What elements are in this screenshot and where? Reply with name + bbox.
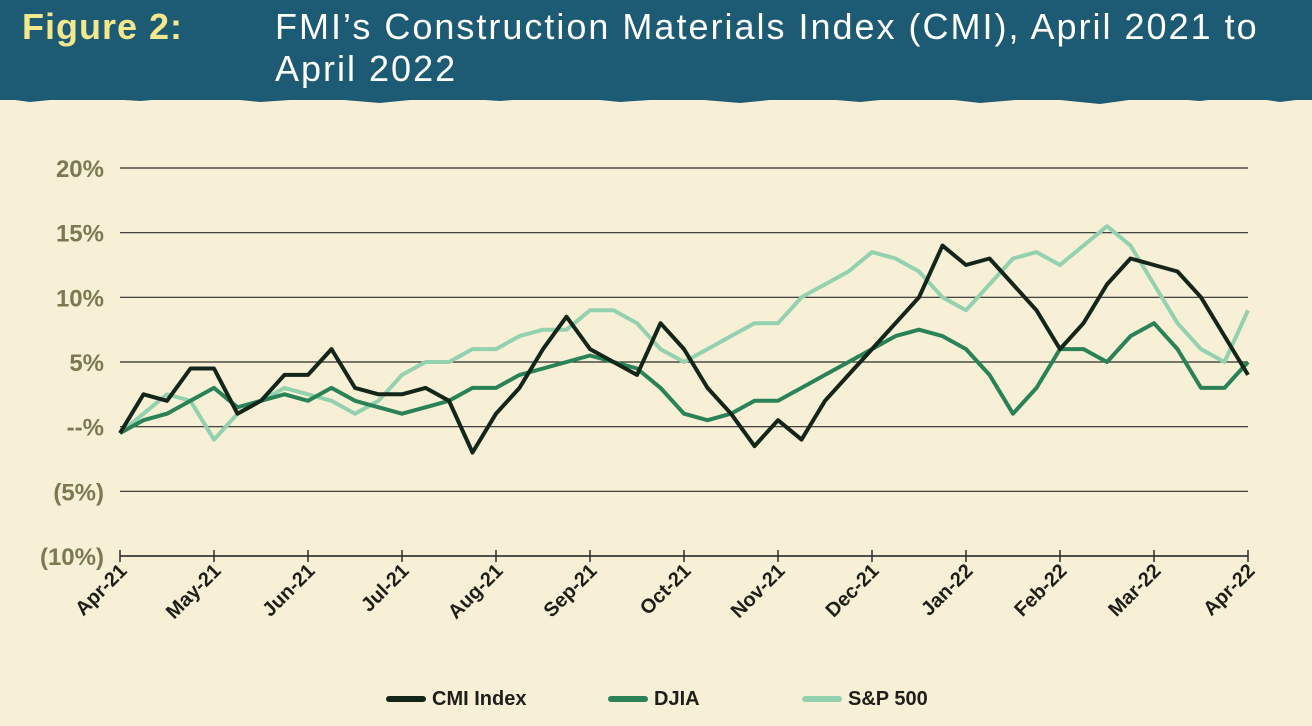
y-tick-label: 15% xyxy=(56,221,104,248)
y-tick-label: (5%) xyxy=(53,479,104,506)
x-tick-label: Jul-21 xyxy=(357,560,413,616)
legend-label-cmi: CMI Index xyxy=(432,687,527,710)
legend-item-sp500: S&P 500 xyxy=(802,686,928,712)
legend-swatch-cmi xyxy=(386,696,426,702)
legend-swatch-djia xyxy=(608,696,648,702)
x-tick-label: Feb-22 xyxy=(1010,560,1071,621)
series-line-sp500 xyxy=(118,224,1250,442)
x-tick-label: Nov-21 xyxy=(727,560,790,623)
y-tick-label: 5% xyxy=(69,350,104,377)
x-tick-label: Jun-21 xyxy=(258,560,319,621)
series-line-cmi xyxy=(118,243,1250,455)
x-tick-label: Jan-22 xyxy=(917,560,977,620)
x-axis-ticks: Apr-21 May-21 Jun-21 Jul-21 Aug-21 Sep-21 Oct-… xyxy=(71,550,1260,624)
x-tick-label: Dec-21 xyxy=(822,560,884,622)
legend-item-djia: DJIA xyxy=(608,686,700,712)
banner-torn-edge xyxy=(0,88,1312,104)
chart-title: FMI’s Construction Materials Index (CMI)… xyxy=(275,6,1259,89)
x-tick-label: May-21 xyxy=(162,560,226,624)
y-tick-label: 10% xyxy=(56,285,104,312)
series-lines xyxy=(118,224,1250,455)
y-tick-label: 20% xyxy=(56,156,104,183)
figure-label: Figure 2: xyxy=(22,6,184,47)
x-tick-label: Sep-21 xyxy=(540,560,602,622)
y-tick-label: (10%) xyxy=(40,544,104,571)
legend-swatch-sp500 xyxy=(802,696,842,702)
x-tick-label: Aug-21 xyxy=(444,560,507,623)
legend-label-sp500: S&P 500 xyxy=(848,687,928,710)
legend-item-cmi: CMI Index xyxy=(386,686,526,712)
title-banner: Figure 2: FMI’s Construction Materials I… xyxy=(0,0,1312,100)
y-tick-label: --% xyxy=(67,415,104,442)
legend-label-djia: DJIA xyxy=(654,687,700,710)
x-tick-label: Mar-22 xyxy=(1104,560,1165,621)
series-line-djia xyxy=(119,321,1250,435)
chart-legend: CMI Index DJIA S&P 500 xyxy=(0,682,1312,716)
y-axis-ticks: 20% 15% 10% 5% --% (5%) (10%) xyxy=(40,156,104,571)
x-tick-label: Apr-22 xyxy=(1199,560,1259,620)
x-tick-label: Oct-21 xyxy=(636,560,696,620)
